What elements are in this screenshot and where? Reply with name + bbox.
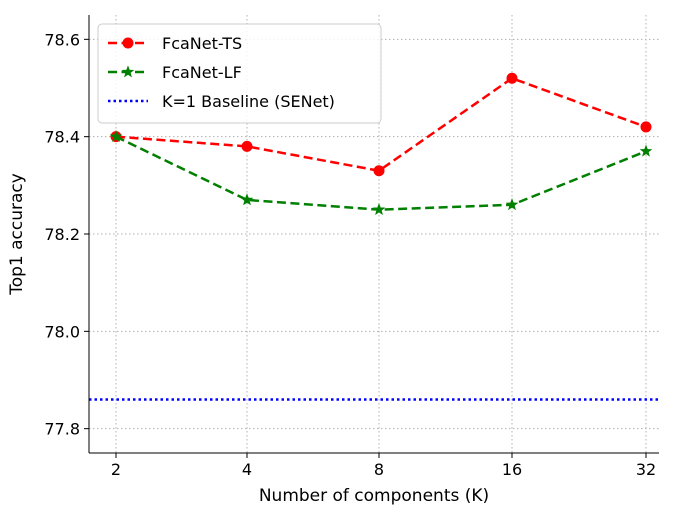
series-1-point-16 <box>505 198 519 211</box>
x-tick-label: 16 <box>502 460 522 479</box>
x-tick-label: 32 <box>636 460 656 479</box>
legend-marker-1 <box>121 65 135 78</box>
y-tick-label: 78.2 <box>44 225 80 244</box>
x-tick-label: 4 <box>242 460 252 479</box>
series-line-0 <box>115 76 647 173</box>
series-0-point-8 <box>373 165 385 177</box>
series-1-point-8 <box>372 203 386 216</box>
y-tick-label: 78.4 <box>44 128 80 147</box>
y-tick-label: 77.8 <box>44 420 80 439</box>
y-tick-label: 78.0 <box>44 322 80 341</box>
series-layer <box>109 72 653 216</box>
x-tick-label: 8 <box>374 460 384 479</box>
series-0-point-16 <box>506 72 518 84</box>
legend-label: FcaNet-TS <box>162 34 242 53</box>
legend-marker-0 <box>122 37 134 49</box>
legend-label: K=1 Baseline (SENet) <box>162 92 335 111</box>
legend: FcaNet-TS FcaNet-LF K=1 Baseline (SENet) <box>97 23 382 124</box>
legend-frame <box>97 23 382 124</box>
series-1-point-2 <box>109 130 123 143</box>
series-0-point-4 <box>241 140 253 152</box>
x-axis-label: Number of components (K) <box>259 486 489 506</box>
series-1-point-32 <box>639 144 653 157</box>
y-axis-label: Top1 accuracy <box>7 173 27 296</box>
x-tick-label: 2 <box>111 460 121 479</box>
legend-label: FcaNet-LF <box>162 63 242 82</box>
y-tick-label: 78.6 <box>44 30 80 49</box>
axes-layer: 2 4 8 16 32 77.8 78.0 78.2 78.4 78.6 <box>44 15 659 479</box>
series-1-point-4 <box>240 193 254 206</box>
series-0-point-32 <box>640 121 652 133</box>
